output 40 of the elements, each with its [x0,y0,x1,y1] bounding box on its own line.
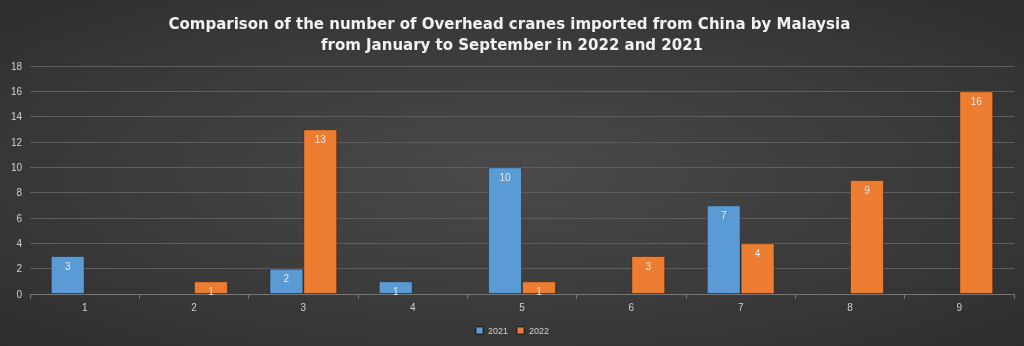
bar [50,256,85,294]
data-label: 1 [536,285,543,297]
y-tick-label: 0 [16,288,23,300]
y-tick-label: 8 [16,187,23,199]
x-tick-label: 7 [737,301,744,313]
data-label: 10 [499,171,512,183]
y-tick-label: 10 [10,161,23,173]
bar [850,180,884,294]
legend-label: 2021 [487,325,509,336]
chart-title: Comparison of the number of Overhead cranes imported from China by Malaysia from January to September in 2022 and 2021 [168,14,856,54]
y-tick-label: 6 [16,212,23,224]
y-tick-label: 18 [10,60,23,72]
x-tick-label: 1 [81,301,88,313]
x-tick-label: 3 [300,301,307,313]
x-tick-label: 4 [409,301,416,313]
x-tick-label: 8 [847,301,854,313]
bar [959,91,994,294]
bar [194,281,228,294]
data-label: 16 [970,95,983,107]
data-label: 1 [392,285,399,297]
data-label: 3 [64,260,71,272]
bar [378,281,413,294]
bar [631,256,666,294]
y-tick-label: 14 [10,111,23,123]
data-label: 1 [208,285,215,297]
legend-label: 2022 [529,325,550,336]
y-tick-label: 2 [16,263,23,275]
y-tick-label: 12 [10,136,23,148]
data-label: 3 [645,260,652,272]
y-tick-label: 4 [16,237,23,249]
x-tick-label: 5 [519,301,526,313]
data-label: 2 [283,273,290,285]
data-label: 7 [720,209,727,221]
data-label: 9 [864,184,871,196]
data-label: 4 [754,247,761,259]
x-tick-label: 9 [956,301,963,313]
x-tick-label: 2 [191,301,198,313]
y-tick-label: 16 [10,85,23,97]
x-tick-label: 6 [628,301,635,313]
data-label: 13 [314,133,327,145]
